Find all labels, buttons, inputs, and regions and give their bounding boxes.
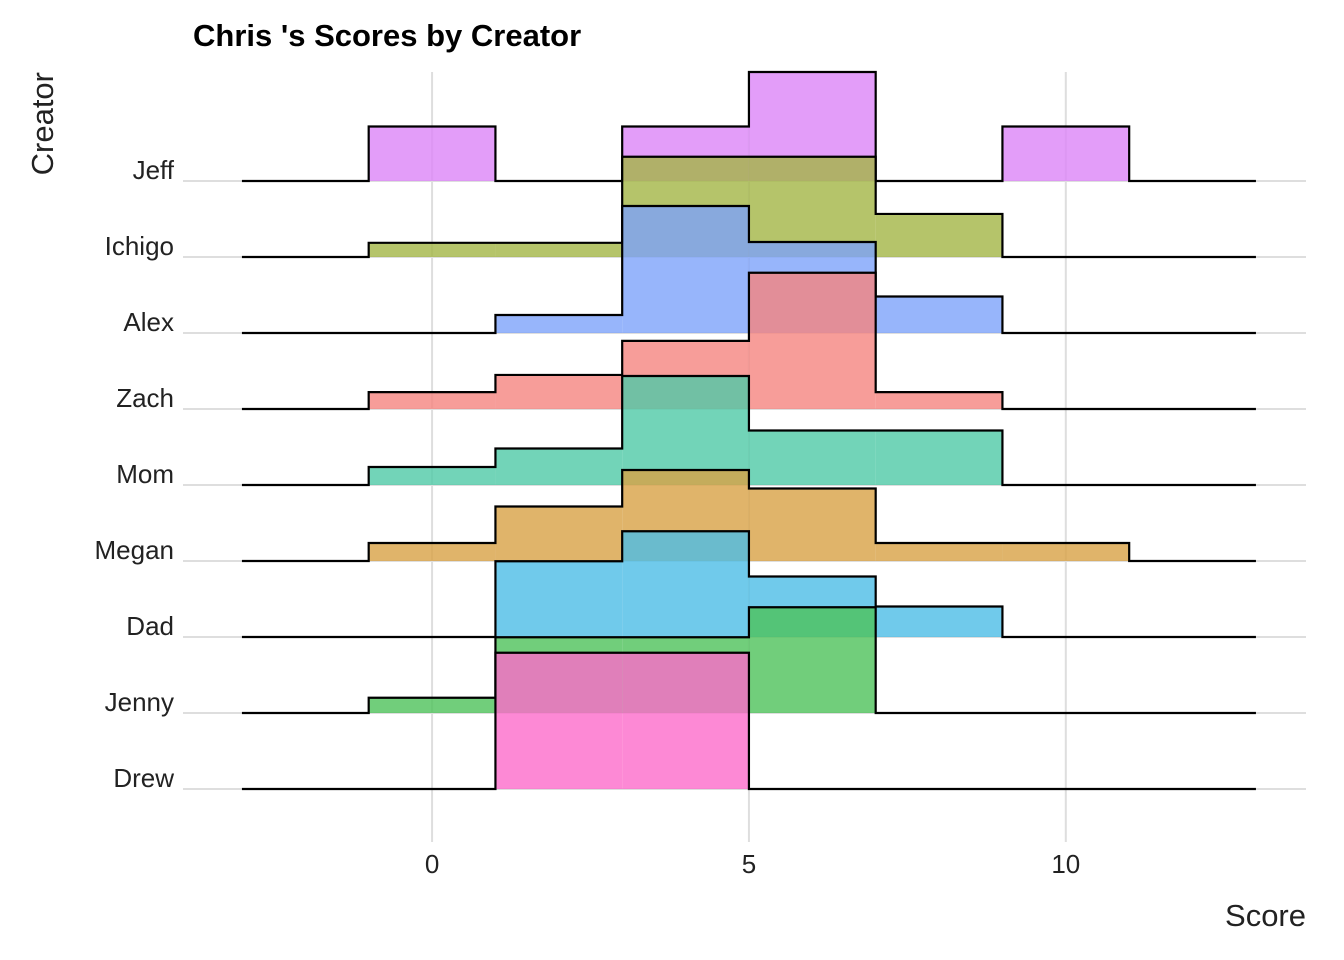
outline <box>241 271 1256 411</box>
bar <box>622 531 749 637</box>
y-tick-label: Mom <box>116 459 174 489</box>
bar <box>1002 126 1130 181</box>
bar <box>622 376 749 485</box>
outline <box>241 468 1256 563</box>
bar <box>495 506 623 561</box>
bar <box>368 126 496 181</box>
outline <box>241 155 1256 259</box>
y-tick-label: Ichigo <box>105 231 174 261</box>
outline <box>241 606 1256 715</box>
bar <box>368 697 496 713</box>
x-axis-label: Score <box>1225 898 1306 933</box>
outline <box>241 651 1256 791</box>
outline <box>241 374 1256 487</box>
bar <box>368 242 496 257</box>
bar <box>875 430 1003 485</box>
y-tick-label: Jenny <box>105 687 174 717</box>
bar <box>875 392 1003 409</box>
bar <box>368 467 496 485</box>
x-tick-label: 5 <box>742 849 756 879</box>
y-tick-label: Alex <box>123 307 174 337</box>
bar <box>875 213 1003 257</box>
bar <box>495 561 623 637</box>
bar <box>875 543 1003 561</box>
y-tick-label: Megan <box>95 535 175 565</box>
bar <box>748 156 876 257</box>
chart-title: Chris 's Scores by Creator <box>193 18 581 53</box>
y-tick-label: Zach <box>116 383 174 413</box>
bar <box>622 206 749 333</box>
y-tick-label: Jeff <box>133 155 175 185</box>
bar <box>1002 543 1130 561</box>
bar <box>495 448 623 485</box>
bar <box>495 242 623 257</box>
bar <box>875 606 1003 637</box>
bar <box>495 652 623 789</box>
outline <box>241 204 1256 335</box>
bar <box>748 430 876 485</box>
bar <box>368 543 496 561</box>
bar <box>368 392 496 409</box>
outline <box>241 530 1256 639</box>
bar <box>875 296 1003 333</box>
bar <box>622 652 749 789</box>
x-tick-label: 10 <box>1051 849 1080 879</box>
outline <box>241 70 1256 183</box>
bar <box>748 607 876 713</box>
bar <box>495 315 623 333</box>
bar <box>748 488 876 561</box>
bar <box>748 272 876 409</box>
x-tick-label: 0 <box>425 849 439 879</box>
y-axis-label: Creator <box>25 72 60 175</box>
bar <box>495 374 623 409</box>
y-tick-label: Dad <box>126 611 174 641</box>
y-tick-label: Drew <box>113 763 174 793</box>
